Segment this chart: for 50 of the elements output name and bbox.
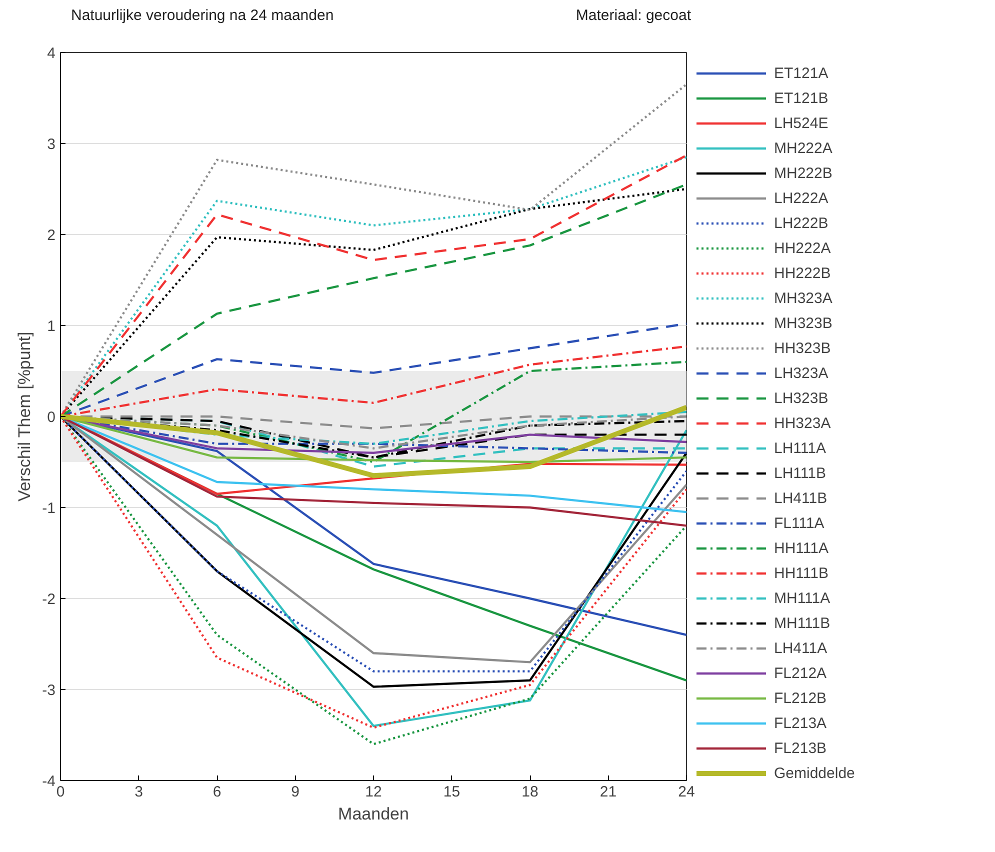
- y-tick-label: 4: [47, 45, 56, 62]
- x-tick-label: 24: [678, 784, 695, 800]
- legend-label: HH222A: [774, 238, 831, 258]
- y-tick-label: -2: [42, 591, 56, 608]
- legend-label: LH222B: [774, 214, 828, 234]
- chart-subtitle: Materiaal: gecoat: [576, 6, 691, 26]
- x-tick-label: 15: [443, 784, 460, 800]
- y-tick-label: -4: [42, 773, 56, 790]
- legend-label: LH323B: [774, 388, 828, 408]
- y-axis-title: Verschil Them [%punt]: [15, 332, 34, 502]
- y-tick-label: -3: [42, 682, 56, 699]
- legend-label: MH111A: [774, 588, 830, 608]
- legend-label: LH111B: [774, 464, 826, 484]
- y-tick-label: 3: [47, 136, 56, 153]
- legend-label: ET121B: [774, 88, 828, 108]
- x-tick-label: 21: [600, 784, 617, 800]
- x-tick-label: 6: [212, 784, 222, 800]
- legend-label: LH222A: [774, 188, 828, 208]
- y-tick-label: 0: [47, 409, 56, 426]
- legend-label: MH222B: [774, 164, 832, 184]
- legend-label: LH111A: [774, 438, 826, 458]
- legend-label: LH323A: [774, 364, 828, 384]
- x-tick-label: 18: [522, 784, 538, 800]
- x-tick-label: 3: [134, 784, 143, 800]
- legend-label: ET121A: [774, 64, 828, 84]
- legend-label: FL213A: [774, 714, 827, 734]
- legend-label: HH323B: [774, 338, 831, 358]
- x-tick-label: 12: [365, 784, 382, 800]
- legend-label: MH323A: [774, 288, 832, 308]
- legend-label: MH323B: [774, 314, 832, 334]
- chart-title: Natuurlijke veroudering na 24 maanden: [71, 6, 334, 26]
- legend-label: LH524E: [774, 114, 828, 134]
- legend-label: HH111B: [774, 564, 828, 584]
- legend-label: FL212B: [774, 688, 827, 708]
- legend-label: HH111A: [774, 538, 828, 558]
- legend-label: FL212A: [774, 664, 827, 684]
- y-tick-label: -1: [42, 500, 56, 517]
- legend-label: HH323A: [774, 414, 831, 434]
- legend-label: FL111A: [774, 514, 824, 534]
- legend-label: MH111B: [774, 614, 830, 634]
- legend-label: FL213B: [774, 738, 827, 758]
- y-tick-label: 1: [47, 318, 56, 335]
- legend-label: LH411A: [774, 638, 828, 658]
- x-axis-title: Maanden: [338, 804, 409, 824]
- x-tick-label: 9: [291, 784, 300, 800]
- y-tick-label: 2: [47, 227, 56, 244]
- legend-label: Gemiddelde: [774, 764, 855, 784]
- legend-label: HH222B: [774, 264, 831, 284]
- legend-label: MH222A: [774, 138, 832, 158]
- legend-label: LH411B: [774, 488, 828, 508]
